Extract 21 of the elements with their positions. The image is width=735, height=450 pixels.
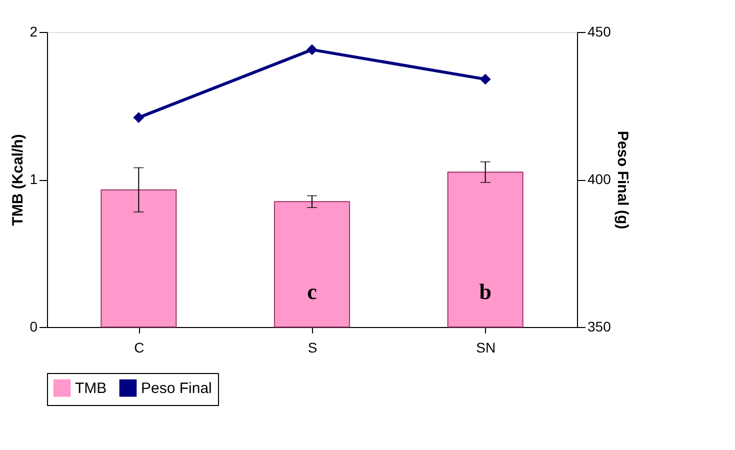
- x-tick-label: C: [134, 340, 144, 356]
- x-tick-label: S: [308, 340, 318, 356]
- bar: [447, 172, 524, 328]
- bar: [100, 189, 177, 328]
- legend-label: TMB: [75, 380, 107, 398]
- y2-tick-label: 450: [588, 24, 612, 40]
- point: [306, 44, 318, 56]
- y2-axis-title: Peso Final (g): [614, 130, 631, 230]
- y-tick-label: 1: [30, 171, 38, 187]
- bar: [274, 201, 350, 328]
- y-tick-label: 2: [30, 24, 38, 40]
- annotation: c: [307, 279, 318, 304]
- annotation: b: [479, 279, 492, 304]
- y-axis-title: TMB (Kcal/h): [10, 134, 27, 226]
- point: [480, 74, 491, 85]
- y2-tick-label: 400: [588, 171, 612, 187]
- legend-label: Peso Final: [141, 380, 212, 398]
- point: [133, 112, 144, 124]
- y2-tick-label: 350: [588, 318, 612, 334]
- x-tick-label: SN: [476, 340, 496, 356]
- y-tick-label: 0: [30, 318, 38, 334]
